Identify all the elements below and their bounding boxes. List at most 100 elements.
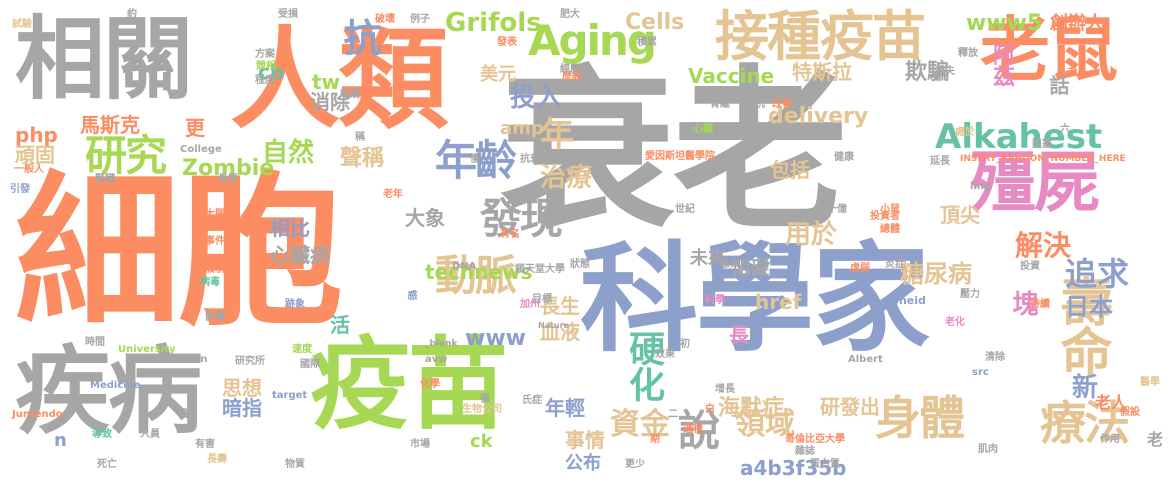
word-149: 感染 [720, 259, 740, 270]
word-57: 公布 [565, 453, 601, 474]
word-73: 老人 [1095, 393, 1128, 412]
word-12: 療法 [1040, 396, 1130, 450]
word-169: 改善 [772, 99, 792, 110]
word-37: 糖尿病 [900, 260, 972, 288]
word-a4b3f35b: a4b3f35b [740, 456, 847, 480]
word-alkahest: Alkahest [935, 117, 1103, 157]
word-70: 消除 [310, 90, 350, 114]
word-117: 研究所 [235, 356, 265, 367]
word-146: 二 [668, 409, 678, 420]
word-9: 疫苗 [820, 5, 926, 68]
word-16: 研究 [85, 131, 167, 180]
word-141: 人員 [140, 429, 160, 440]
word-einstein: Einstein [162, 354, 208, 365]
word-62: 創辦人 [1050, 13, 1104, 34]
word-66: 相比 [270, 216, 310, 240]
word-58: 年輕 [545, 396, 585, 420]
word-34: 解決 [1015, 229, 1072, 262]
word-112: 事件 [205, 236, 225, 247]
word-6: 相關 [15, 7, 193, 112]
word-php: php [15, 123, 58, 147]
word-114: 病毒 [200, 277, 220, 288]
word-54: 研發出 [820, 395, 880, 419]
word-115: 時間 [85, 337, 105, 348]
word-179: 抗衰 [520, 154, 540, 165]
word-153: 小鼠 [880, 204, 900, 215]
word-university: University [118, 344, 176, 355]
word-78: 活 [330, 313, 350, 337]
word-cells: Cells [625, 10, 685, 35]
word-83: 愛因斯坦醫學院 [645, 151, 715, 162]
word-61: 特斯拉 [792, 60, 852, 84]
word-n: n [54, 430, 67, 451]
word-1: 細胞 [15, 156, 343, 348]
word-121: 順天堂大學 [515, 264, 565, 275]
word-131: 哥倫比亞大學 [785, 434, 845, 445]
word-151: 健康 [834, 152, 854, 163]
word-8: 殭屍 [970, 144, 1100, 221]
word-3: 人類 [230, 16, 448, 144]
word-158: 清除 [985, 352, 1005, 363]
word-33: 美元 [480, 64, 516, 85]
word-0: 衰老 [500, 51, 848, 254]
word-129: 投資者 [870, 211, 900, 222]
word-171: 經歷 [560, 64, 580, 75]
word-133: 假設 [1120, 407, 1140, 418]
word-53: 長生 [540, 294, 580, 318]
word-31: 自然 [262, 138, 315, 168]
word-71: 未來 [690, 248, 726, 269]
word-55: 包括 [770, 158, 810, 182]
word-174: 有害 [195, 439, 215, 450]
word-98: 競相 [256, 61, 276, 72]
word-2: 科學家 [580, 230, 930, 368]
word-39: 用於 [785, 220, 838, 250]
word-blank: _blank [425, 339, 458, 349]
word-130: 總體 [880, 224, 900, 235]
word-href: href [755, 290, 802, 314]
word-50: 塊 [1008, 290, 1038, 316]
word-101: 例子 [410, 14, 430, 25]
word-68: 思想 [222, 376, 262, 400]
word-vaccine: Vaccine [688, 64, 775, 88]
word-amp: amp [500, 118, 544, 139]
word-138: 市場 [410, 439, 430, 450]
word-19: 動脈 [435, 251, 517, 300]
word-49: 新 [1072, 373, 1099, 403]
word-35: 追求 [1065, 255, 1130, 293]
word-delivery: delivery [768, 104, 869, 129]
word-113: 吸引 [205, 264, 225, 275]
word-142: 氏症 [522, 395, 542, 406]
word-137: 雜誌 [795, 446, 815, 457]
word-155: 持續 [1030, 299, 1050, 310]
word-168: 對抗 [745, 99, 765, 110]
word-21: 抗 [337, 18, 381, 56]
word-zoneid: zoneid [885, 294, 926, 307]
word-148: 下降 [790, 214, 810, 225]
word-27: 領域 [735, 407, 795, 442]
word-www5: www5 [966, 11, 1043, 36]
word-63: 話 [1046, 75, 1070, 95]
word-111: 大腦 [205, 209, 225, 220]
word-img: img [970, 181, 992, 192]
word-10: 接種 [715, 5, 821, 68]
word-grifols: Grifols [445, 8, 542, 38]
word-28: 投入 [510, 83, 563, 113]
word-125: 效果 [655, 349, 675, 360]
word-132: 醫學 [1140, 377, 1160, 388]
word-72: 阻礙 [733, 258, 769, 279]
word-103: 發表 [497, 37, 517, 48]
word-184: 過程 [683, 424, 703, 435]
word-17: 年齡 [435, 136, 517, 185]
word-118: 國際 [300, 359, 320, 370]
word-135: 肌肉 [978, 444, 998, 455]
word-aging: Aging [528, 16, 657, 65]
word-38: 海默症 [718, 396, 785, 421]
word-183: 損失 [935, 66, 955, 77]
word-128: 虛弱 [850, 263, 870, 274]
word-156: 老化 [945, 317, 965, 328]
word-147: 世紀 [675, 204, 695, 215]
word-ck: ck [470, 431, 493, 452]
word-juntendo: Juntendo [12, 409, 63, 420]
word-176: 慢 [470, 154, 480, 165]
word-163: 釋放 [958, 48, 978, 59]
